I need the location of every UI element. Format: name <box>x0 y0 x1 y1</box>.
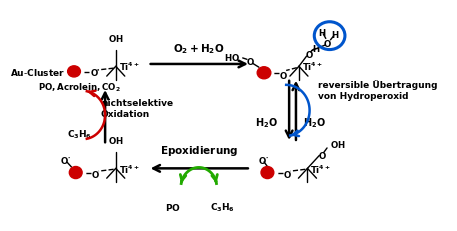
Text: $\mathbf{Au\text{-}Cluster}$: $\mathbf{Au\text{-}Cluster}$ <box>10 67 64 78</box>
Text: $\mathbf{O}$: $\mathbf{O}$ <box>282 168 292 179</box>
Text: $\mathbf{PO, Acrolein, CO_2}$: $\mathbf{PO, Acrolein, CO_2}$ <box>38 82 121 94</box>
Ellipse shape <box>261 167 274 179</box>
Text: $\mathbf{O}$: $\mathbf{O}$ <box>279 69 287 80</box>
Text: $\mathbf{O}$: $\mathbf{O}$ <box>318 149 326 160</box>
Text: $\mathbf{O^{\bullet}}$: $\mathbf{O^{\bullet}}$ <box>59 154 71 165</box>
Text: $\mathbf{O}$: $\mathbf{O}$ <box>91 168 100 179</box>
Text: $\mathbf{O^{\bullet}}$: $\mathbf{O^{\bullet}}$ <box>259 154 270 165</box>
Text: $\mathbf{O}$: $\mathbf{O}$ <box>246 56 255 67</box>
Text: reversible Übertragung
von Hydroperoxid: reversible Übertragung von Hydroperoxid <box>318 80 438 100</box>
Text: $\mathbf{OH}$: $\mathbf{OH}$ <box>329 139 345 150</box>
Ellipse shape <box>68 67 80 78</box>
Text: $\mathbf{Ti^{4+}}$: $\mathbf{Ti^{4+}}$ <box>310 162 331 175</box>
Text: nichtselektive
Oxidation: nichtselektive Oxidation <box>101 99 173 118</box>
Ellipse shape <box>69 167 82 179</box>
Text: $\mathbf{C_3H_6}$: $\mathbf{C_3H_6}$ <box>210 201 235 213</box>
Text: $\mathbf{H_2O}$: $\mathbf{H_2O}$ <box>303 116 326 129</box>
Text: $\mathbf{Ti^{4+}}$: $\mathbf{Ti^{4+}}$ <box>302 61 323 73</box>
Text: $\mathbf{HO}$: $\mathbf{HO}$ <box>224 52 240 63</box>
Ellipse shape <box>257 67 271 79</box>
Text: $\mathbf{O_2 + H_2O}$: $\mathbf{O_2 + H_2O}$ <box>173 42 224 55</box>
Text: $\mathbf{H}$: $\mathbf{H}$ <box>318 27 327 38</box>
Text: $\mathbf{PO}$: $\mathbf{PO}$ <box>165 201 181 213</box>
Text: $\mathbf{Ti^{4+}}$: $\mathbf{Ti^{4+}}$ <box>119 61 139 73</box>
Text: $\mathbf{OH}$: $\mathbf{OH}$ <box>108 33 123 44</box>
Text: $\mathbf{O}$: $\mathbf{O}$ <box>90 67 99 78</box>
Text: $\mathbf{C_3H_6}$: $\mathbf{C_3H_6}$ <box>67 128 92 140</box>
Text: $\mathbf{O}$: $\mathbf{O}$ <box>305 49 314 60</box>
Text: $\mathbf{OH}$: $\mathbf{OH}$ <box>108 135 123 146</box>
Text: $\mathbf{Ti^{4+}}$: $\mathbf{Ti^{4+}}$ <box>119 162 139 175</box>
Text: $\mathbf{Epoxidierung}$: $\mathbf{Epoxidierung}$ <box>159 143 238 157</box>
Text: $\mathbf{H}$: $\mathbf{H}$ <box>331 29 340 40</box>
Text: $\mathbf{H_2O}$: $\mathbf{H_2O}$ <box>255 116 278 129</box>
Text: $\mathbf{O}$: $\mathbf{O}$ <box>324 37 332 49</box>
Text: $\mathbf{H}$: $\mathbf{H}$ <box>312 43 320 54</box>
